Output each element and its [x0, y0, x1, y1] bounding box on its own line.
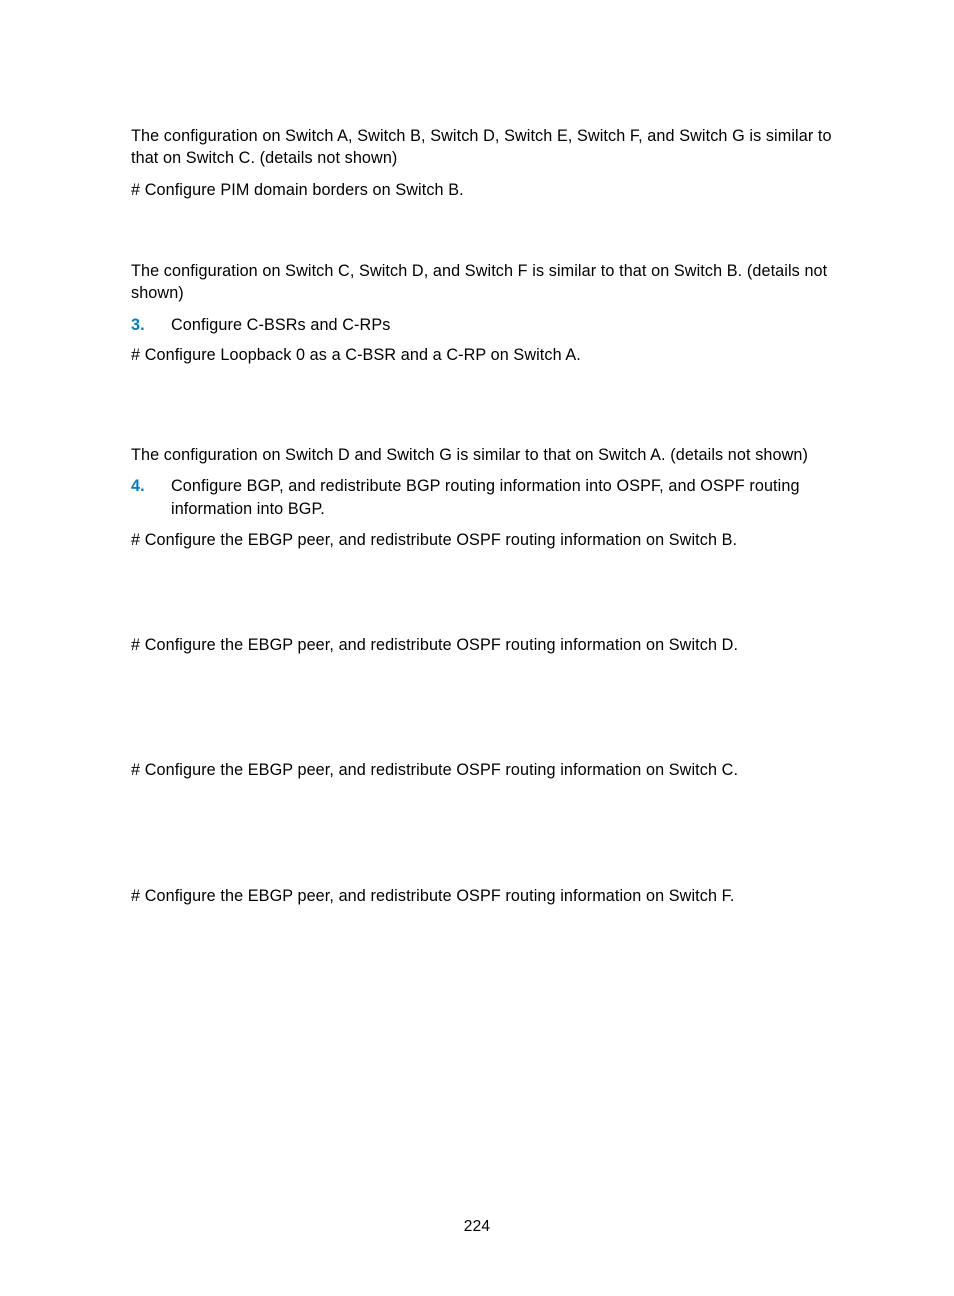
- command-paragraph: # Configure Loopback 0 as a C-BSR and a …: [131, 344, 836, 366]
- command-paragraph: # Configure the EBGP peer, and redistrib…: [131, 885, 836, 907]
- ordered-list: 4. Configure BGP, and redistribute BGP r…: [131, 475, 836, 520]
- ordered-list: 3. Configure C-BSRs and C-RPs: [131, 314, 836, 337]
- page-number: 224: [0, 1218, 954, 1236]
- page-container: The configuration on Switch A, Switch B,…: [0, 0, 954, 1296]
- vertical-gap: [131, 376, 836, 444]
- vertical-gap: [131, 210, 836, 260]
- command-paragraph: # Configure the EBGP peer, and redistrib…: [131, 529, 836, 551]
- body-paragraph: The configuration on Switch A, Switch B,…: [131, 125, 836, 170]
- list-item: 3. Configure C-BSRs and C-RPs: [131, 314, 836, 337]
- vertical-gap: [131, 665, 836, 759]
- list-text: Configure BGP, and redistribute BGP rout…: [171, 477, 800, 518]
- body-paragraph: The configuration on Switch C, Switch D,…: [131, 260, 836, 305]
- command-paragraph: # Configure the EBGP peer, and redistrib…: [131, 759, 836, 781]
- list-number: 4.: [131, 475, 145, 498]
- command-paragraph: # Configure PIM domain borders on Switch…: [131, 179, 836, 201]
- list-item: 4. Configure BGP, and redistribute BGP r…: [131, 475, 836, 520]
- body-paragraph: The configuration on Switch D and Switch…: [131, 444, 836, 466]
- command-paragraph: # Configure the EBGP peer, and redistrib…: [131, 634, 836, 656]
- list-text: Configure C-BSRs and C-RPs: [171, 316, 390, 334]
- vertical-gap: [131, 791, 836, 885]
- list-number: 3.: [131, 314, 145, 337]
- vertical-gap: [131, 560, 836, 634]
